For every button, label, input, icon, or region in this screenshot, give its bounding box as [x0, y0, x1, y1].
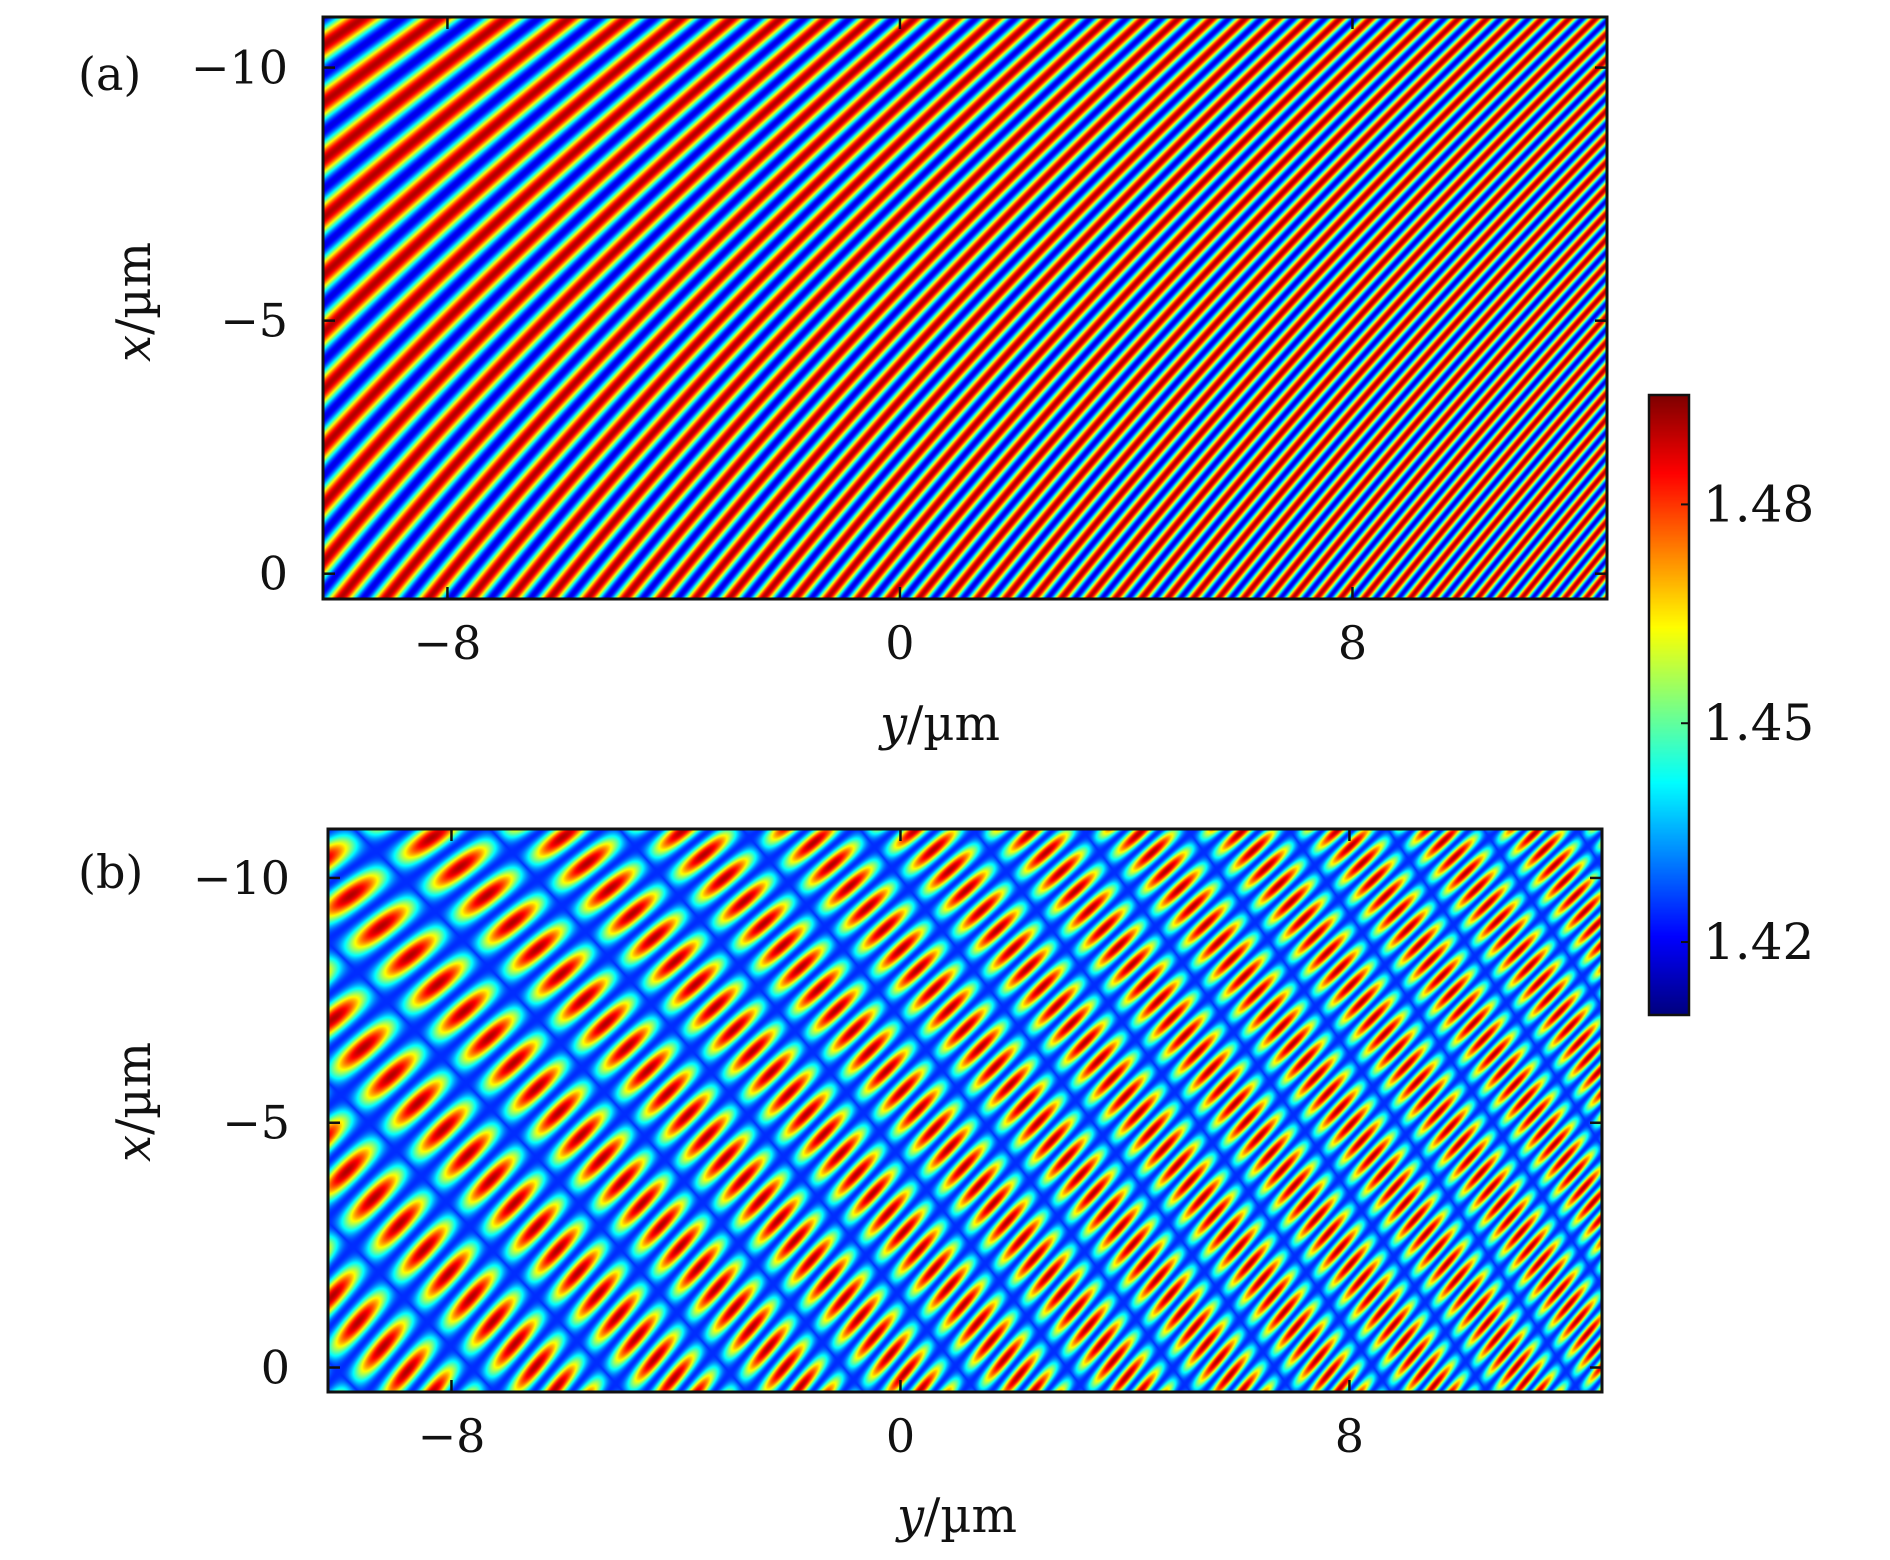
heatmap-a — [323, 17, 1607, 599]
x-tick-label: 8 — [1335, 1409, 1364, 1463]
heatmap-b — [328, 829, 1602, 1392]
colorbar-frame — [1647, 393, 1691, 1017]
x-axis-label-b: y/µm — [895, 1488, 1017, 1544]
x-tick-label: −8 — [418, 1409, 486, 1463]
x-tick-label: −8 — [414, 616, 482, 670]
ticks-a: −8 0 8 −10 −5 0 — [191, 17, 1607, 670]
plot-frame-b — [326, 827, 1604, 1394]
colorbar-gradient — [1649, 395, 1689, 1015]
colorbar: 1.42 1.45 1.48 — [1647, 393, 1814, 1017]
x-axis-label-a: y/µm — [878, 696, 1000, 752]
y-tick-label: 0 — [259, 547, 288, 601]
x-tick-label: 8 — [1338, 616, 1367, 670]
panel-label-a: (a) — [78, 47, 141, 101]
y-tick-label: −10 — [193, 851, 290, 905]
x-tick-label: 0 — [885, 616, 914, 670]
y-axis-label-b: x/µm — [106, 1042, 162, 1162]
y-tick-label: −5 — [220, 294, 288, 348]
y-tick-label: −10 — [191, 41, 288, 95]
y-axis-label-a: x/µm — [106, 242, 162, 362]
colorbar-tick-label: 1.42 — [1703, 913, 1814, 971]
y-tick-label: −5 — [222, 1096, 290, 1150]
colorbar-tick-label: 1.48 — [1703, 475, 1814, 533]
colorbar-tick-label: 1.45 — [1703, 694, 1814, 752]
x-tick-label: 0 — [886, 1409, 915, 1463]
colorbar-ticks: 1.42 1.45 1.48 — [1681, 475, 1814, 971]
y-tick-label: 0 — [261, 1341, 290, 1395]
panel-a: (a) −8 0 8 −10 −5 0 y/µm x/µm — [78, 15, 1609, 752]
plot-frame-a — [321, 15, 1609, 601]
panel-b: (b) −8 0 8 −10 −5 0 y/µm x/µm — [78, 827, 1604, 1544]
panel-label-b: (b) — [78, 845, 143, 899]
ticks-b: −8 0 8 −10 −5 0 — [193, 829, 1602, 1463]
